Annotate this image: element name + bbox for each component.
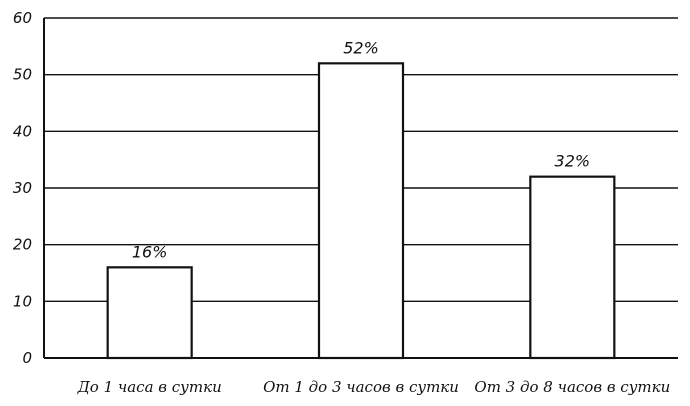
bar: [317, 62, 405, 360]
bar: [529, 175, 616, 360]
y-tick-label: 40: [13, 122, 32, 140]
x-tick-label: От 1 до 3 часов в сутки: [263, 378, 459, 396]
data-label: 52%: [343, 38, 379, 57]
bars: [106, 62, 616, 360]
x-tick-label: До 1 часа в сутки: [77, 378, 222, 396]
y-tick-label: 20: [13, 236, 32, 254]
y-tick-label: 30: [13, 179, 32, 197]
data-labels: 16% 52% 32%: [132, 38, 590, 261]
y-tick-labels: 0 10 20 30 40 50 60: [13, 9, 32, 367]
y-tick-label: 10: [13, 292, 32, 310]
data-label: 32%: [555, 152, 591, 171]
x-tick-label: От 3 до 8 часов в сутки: [474, 378, 670, 396]
y-tick-label: 0: [22, 349, 32, 367]
bar: [106, 266, 193, 360]
y-tick-label: 60: [13, 9, 32, 27]
axes: [43, 18, 678, 359]
y-tick-label: 50: [13, 66, 32, 84]
category-labels: До 1 часа в сутки От 1 до 3 часов в сутки…: [77, 378, 671, 396]
data-label: 16%: [132, 242, 168, 261]
